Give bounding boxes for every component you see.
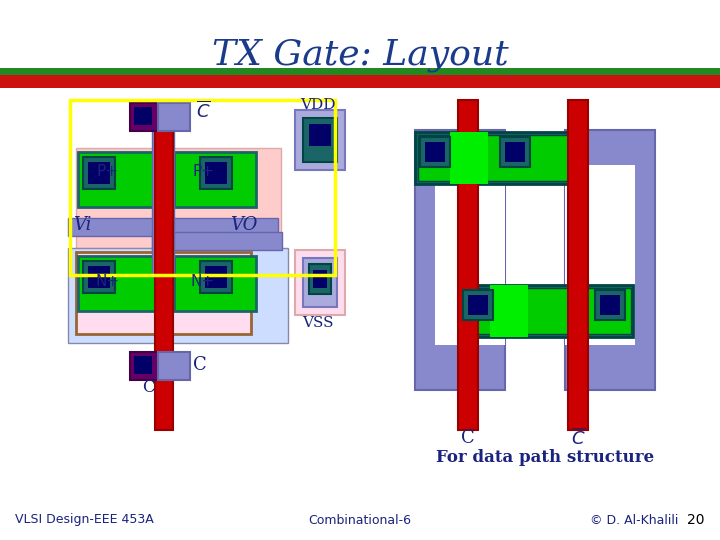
Bar [158, 352, 190, 380]
Text: P+: P+ [97, 165, 119, 179]
Bar [68, 248, 288, 343]
Bar [130, 352, 158, 380]
Bar [83, 157, 115, 189]
Bar [0, 68, 720, 75]
Bar [155, 100, 173, 430]
Text: VLSI Design-EEE 453A: VLSI Design-EEE 453A [15, 514, 154, 526]
Bar [295, 110, 345, 170]
Bar [425, 142, 445, 162]
Bar [0, 75, 720, 88]
Text: Vi: Vi [73, 216, 91, 234]
Text: © D. Al-Khalili: © D. Al-Khalili [590, 514, 678, 526]
Bar [415, 130, 505, 390]
Bar [595, 290, 625, 320]
Bar [309, 124, 331, 146]
Bar [130, 103, 158, 131]
Bar [200, 261, 232, 293]
Bar [158, 103, 190, 131]
Bar [200, 157, 232, 189]
Bar [420, 137, 450, 167]
Bar [152, 232, 282, 250]
Bar [152, 131, 174, 276]
Text: VSS: VSS [302, 316, 334, 330]
Bar [468, 295, 488, 315]
Bar [78, 256, 160, 311]
Bar [303, 118, 337, 162]
Bar [458, 100, 478, 430]
Bar [463, 290, 493, 320]
Bar [450, 132, 488, 184]
Bar [76, 148, 281, 248]
Bar [295, 250, 345, 315]
Text: $\overline{C}$: $\overline{C}$ [196, 100, 210, 122]
Bar [565, 130, 655, 390]
Bar [78, 152, 160, 207]
Text: N+: N+ [96, 274, 120, 289]
Bar [458, 285, 633, 337]
Text: $\overline{C}$: $\overline{C}$ [571, 428, 585, 448]
Bar [205, 162, 227, 184]
Bar [461, 288, 631, 334]
Bar [134, 356, 152, 374]
Text: VDD: VDD [300, 98, 336, 112]
Bar [174, 256, 256, 311]
Bar [565, 165, 635, 345]
Text: C: C [142, 380, 154, 396]
Bar [600, 295, 620, 315]
Bar [134, 107, 152, 125]
Bar [83, 261, 115, 293]
Bar [435, 165, 505, 345]
Bar [309, 264, 331, 294]
Bar [490, 285, 528, 337]
Bar [70, 100, 335, 275]
Text: C: C [461, 429, 475, 447]
Bar [500, 137, 530, 167]
Text: N+: N+ [191, 274, 215, 289]
Bar [88, 162, 110, 184]
Bar [205, 266, 227, 288]
Bar [76, 252, 251, 334]
Text: Combinational-6: Combinational-6 [308, 514, 412, 526]
Bar [88, 266, 110, 288]
Bar [174, 152, 256, 207]
Text: For data path structure: For data path structure [436, 449, 654, 467]
Bar [418, 135, 583, 181]
Text: VO: VO [230, 216, 257, 234]
Text: P+: P+ [192, 165, 214, 179]
Bar [415, 132, 585, 184]
Bar [568, 100, 588, 430]
Text: C: C [193, 356, 207, 374]
Bar [68, 218, 278, 236]
Text: TX Gate: Layout: TX Gate: Layout [212, 38, 508, 72]
Text: 20: 20 [688, 513, 705, 527]
Bar [303, 258, 337, 307]
Bar [313, 270, 327, 288]
Bar [505, 142, 525, 162]
